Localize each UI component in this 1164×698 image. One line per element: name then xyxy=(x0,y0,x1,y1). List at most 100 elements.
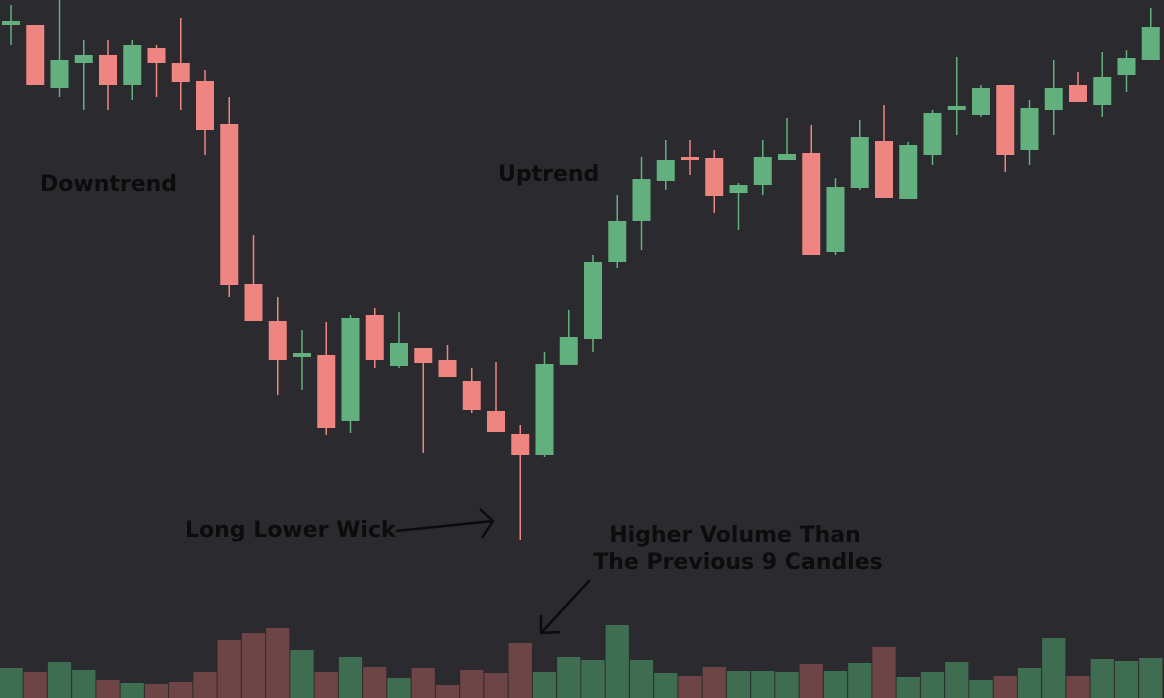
candle-body xyxy=(220,124,239,285)
candle-body xyxy=(244,284,263,321)
volume-bar xyxy=(629,660,654,698)
candle-body xyxy=(584,262,602,339)
volume-bar xyxy=(72,670,96,698)
volume-bar xyxy=(872,647,896,698)
annotation: The Previous 9 Candles xyxy=(593,550,882,575)
volume-bar xyxy=(848,663,872,698)
candle-body xyxy=(1020,108,1039,150)
candle-body xyxy=(632,179,651,221)
volume-bar xyxy=(217,640,241,698)
volume-bar xyxy=(144,684,169,698)
candle-body xyxy=(705,158,724,196)
volume-bar xyxy=(678,676,702,698)
volume-bar xyxy=(1042,638,1066,698)
volume-bar xyxy=(1139,658,1163,698)
volume-bar xyxy=(1090,659,1114,698)
candle-body xyxy=(753,157,772,185)
arrow xyxy=(539,579,591,635)
volume-bar xyxy=(532,672,557,698)
candle-body xyxy=(535,364,554,455)
candle-body xyxy=(2,21,20,25)
volume-bar xyxy=(896,677,920,698)
candle-body xyxy=(365,315,384,360)
volume-bar xyxy=(193,672,217,698)
volume-bar xyxy=(387,678,411,698)
volume-bar xyxy=(338,657,363,698)
candle-body xyxy=(802,153,821,255)
candle-body xyxy=(438,360,457,377)
volume-bar xyxy=(460,670,484,698)
candle-body xyxy=(681,157,699,160)
volume-bar xyxy=(290,650,314,698)
candle-body xyxy=(972,88,990,115)
candle-body xyxy=(99,55,117,85)
candle-body xyxy=(123,45,142,85)
candle-body xyxy=(1093,77,1112,105)
arrow xyxy=(395,508,495,539)
candle-body xyxy=(923,113,942,155)
annotation: Higher Volume Than xyxy=(609,523,861,548)
volume-bar xyxy=(363,667,387,698)
volume-bar xyxy=(0,668,23,698)
volume-bar xyxy=(823,671,848,698)
volume-bar xyxy=(993,676,1017,698)
volume-bar xyxy=(654,673,678,698)
volume-bar xyxy=(726,671,751,698)
candle-body xyxy=(26,25,45,85)
volume-bar xyxy=(1066,676,1090,698)
candle-body xyxy=(947,106,966,110)
volume-bar xyxy=(411,668,435,698)
candle-body xyxy=(778,154,796,160)
volume-bar xyxy=(169,682,193,698)
volume-bar xyxy=(1114,661,1139,698)
volume-bar xyxy=(945,662,969,698)
candle-body xyxy=(293,353,311,357)
candle-body xyxy=(826,187,845,252)
candle-body xyxy=(341,318,360,421)
volume-bar xyxy=(508,643,532,698)
candle-body xyxy=(1141,27,1160,60)
candle-body xyxy=(1117,58,1136,75)
candle-body xyxy=(317,355,336,428)
annotation: Uptrend xyxy=(498,162,599,187)
volume-bar xyxy=(1017,668,1042,698)
candle-body xyxy=(511,434,530,455)
volume-bar xyxy=(775,672,799,698)
price-pane xyxy=(2,0,1160,540)
volume-bar xyxy=(47,662,72,698)
candle-body xyxy=(656,160,675,181)
volume-bar xyxy=(241,633,266,698)
candle-body xyxy=(147,48,166,63)
volume-bar xyxy=(799,664,823,698)
candle-body xyxy=(50,60,69,88)
candle-body xyxy=(559,337,578,365)
volume-bar xyxy=(605,625,629,698)
volume-bar xyxy=(23,672,47,698)
candle-body xyxy=(1069,85,1087,102)
candle-body xyxy=(608,221,627,262)
candle-body xyxy=(74,55,93,63)
annotation: Downtrend xyxy=(40,172,177,197)
candle-body xyxy=(996,85,1015,155)
volume-bar xyxy=(484,673,508,698)
volume-bar xyxy=(120,683,144,698)
candle-body xyxy=(268,321,287,360)
candle-body xyxy=(850,137,869,188)
volume-bar xyxy=(96,680,120,698)
volume-bar xyxy=(581,660,605,698)
candle-body xyxy=(487,411,505,432)
volume-bar xyxy=(557,657,581,698)
candle-body xyxy=(729,185,748,193)
candle-body xyxy=(390,343,408,366)
volume-bar xyxy=(266,628,290,698)
candle-body xyxy=(414,348,433,363)
candle-body xyxy=(196,81,214,130)
candle-body xyxy=(899,145,918,199)
volume-bar xyxy=(969,680,993,698)
volume-bar xyxy=(751,671,775,698)
volume-bar xyxy=(435,685,460,698)
annotation: Long Lower Wick xyxy=(185,518,397,543)
candle-body xyxy=(462,381,481,410)
